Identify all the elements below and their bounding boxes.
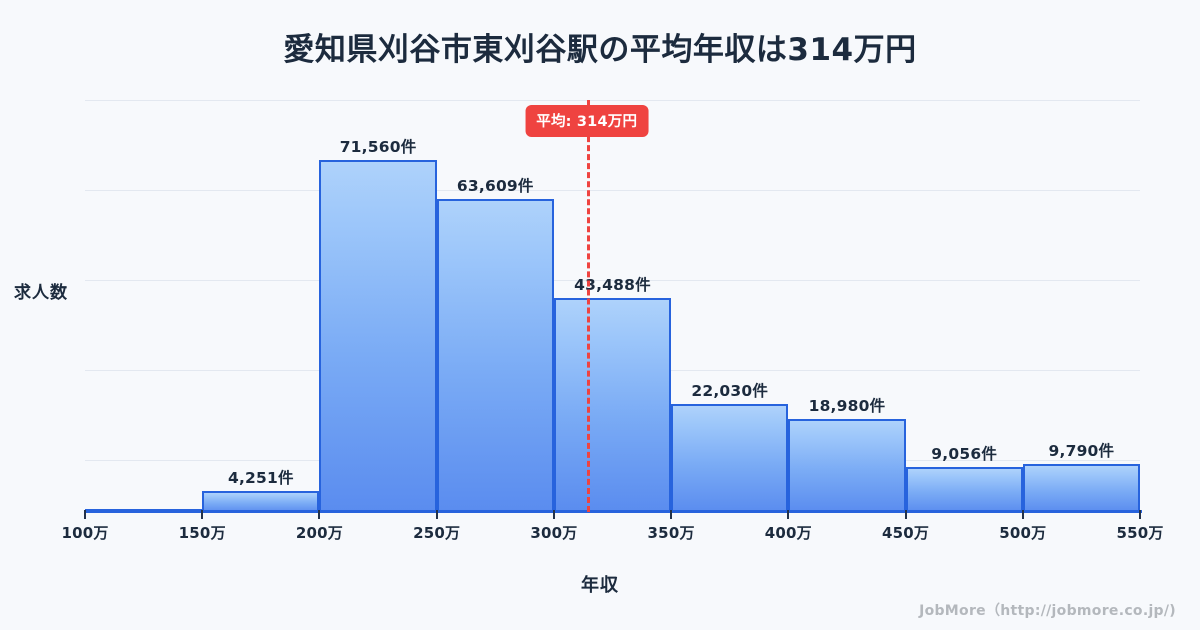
x-axis-tick xyxy=(201,510,204,519)
chart-title: 愛知県刈谷市東刈谷駅の平均年収は314万円 xyxy=(283,32,917,68)
gridline xyxy=(85,100,1140,101)
x-axis-tick xyxy=(1139,510,1141,519)
x-axis-tick xyxy=(435,510,438,519)
average-line xyxy=(586,100,590,512)
x-axis-tick-label: 500万 xyxy=(999,524,1047,542)
bar: 18,980件 xyxy=(788,397,906,512)
bar-value-label: 9,056件 xyxy=(931,445,998,464)
x-axis-tick-label: 150万 xyxy=(178,524,226,542)
plot-area: 4,251件 71,560件 63,609件 43,488件 22,030件 18,980… xyxy=(85,100,1140,512)
bar: 71,560件 xyxy=(319,138,437,512)
x-axis-tick xyxy=(318,510,321,519)
x-axis-tick xyxy=(904,510,907,519)
x-axis-tick-label: 400万 xyxy=(764,524,812,542)
bar-value-label: 22,030件 xyxy=(691,381,769,400)
x-axis-tick xyxy=(84,510,86,519)
x-axis-tick-label: 300万 xyxy=(530,524,578,542)
x-axis-title: 年収 xyxy=(581,575,619,596)
x-axis-line xyxy=(85,510,1142,513)
bar: 22,030件 xyxy=(671,382,789,512)
watermark-credit: JobMore（http://jobmore.co.jp/) xyxy=(919,603,1176,619)
bar: 63,609件 xyxy=(436,177,554,512)
x-axis-tick-label: 200万 xyxy=(295,524,343,542)
x-axis-tick-label: 450万 xyxy=(881,524,930,542)
bar: 43,488件 xyxy=(553,276,672,512)
x-axis-tick xyxy=(1021,510,1024,519)
bar-series: 4,251件 71,560件 63,609件 43,488件 22,030件 18,980… xyxy=(85,100,1140,512)
x-axis-tick xyxy=(552,510,555,519)
x-axis-tick xyxy=(787,510,790,519)
bar-value-label: 63,609件 xyxy=(456,176,534,195)
x-axis-tick-label: 550万 xyxy=(1116,524,1164,542)
x-axis-tick xyxy=(670,510,673,519)
x-axis-tick-label: 350万 xyxy=(647,524,695,542)
bar: 9,056件 xyxy=(905,445,1023,512)
bar: 4,251件 xyxy=(202,469,320,512)
bar: 9,790件 xyxy=(1022,442,1140,512)
bar-value-label: 9,790件 xyxy=(1048,441,1115,460)
gridline xyxy=(85,190,1140,191)
average-badge: 平均: 314万円 xyxy=(525,105,649,137)
y-axis-title: 求人数 xyxy=(14,283,68,303)
gridline xyxy=(85,280,1140,281)
bar-value-label: 4,251件 xyxy=(227,469,294,488)
x-axis-tick-label: 250万 xyxy=(413,524,461,542)
x-axis-tick-label: 100万 xyxy=(61,524,109,542)
bar-value-label: 18,980件 xyxy=(808,396,886,415)
bar-value-label: 43,488件 xyxy=(574,275,651,294)
bar-value-label: 71,560件 xyxy=(339,137,417,156)
